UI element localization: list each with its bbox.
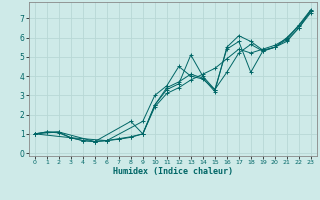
X-axis label: Humidex (Indice chaleur): Humidex (Indice chaleur) — [113, 167, 233, 176]
